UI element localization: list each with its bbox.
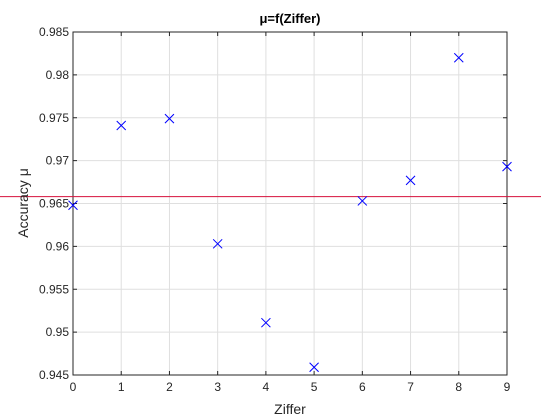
y-tick-label: 0.96 <box>46 239 70 253</box>
y-axis-label: Accuracy μ <box>15 168 31 238</box>
data-point <box>116 120 127 131</box>
x-axis-label: Ziffer <box>274 401 306 417</box>
y-tick-label: 0.97 <box>46 154 70 168</box>
x-tick-label: 5 <box>311 380 318 394</box>
data-point <box>212 238 223 249</box>
x-tick-label: 8 <box>455 380 462 394</box>
plot-frame <box>72 31 508 376</box>
x-tick-label: 2 <box>166 380 173 394</box>
grid <box>72 31 508 376</box>
x-tick-label: 3 <box>214 380 221 394</box>
data-point <box>405 175 416 186</box>
y-tick-label: 0.98 <box>46 68 70 82</box>
y-tick-label: 0.985 <box>39 25 69 39</box>
y-tick-label: 0.975 <box>39 111 69 125</box>
x-tick-label: 6 <box>359 380 366 394</box>
data-point <box>502 161 512 172</box>
data-point <box>261 317 271 328</box>
y-tick-label: 0.965 <box>39 197 69 211</box>
data-point <box>357 196 368 206</box>
data-point <box>68 200 78 211</box>
data-point <box>164 113 175 124</box>
x-tick-label: 4 <box>263 380 270 394</box>
x-tick-label: 1 <box>118 380 125 394</box>
data-points <box>68 52 512 373</box>
x-tick-label: 9 <box>504 380 511 394</box>
x-tick-label: 7 <box>407 380 414 394</box>
axes: 0 1 2 3 4 5 6 7 8 9 0.945 0.95 0.955 0.96 0.965 0.97 0.9… <box>39 25 511 394</box>
y-tick-label: 0.945 <box>39 368 69 382</box>
y-tick-label: 0.955 <box>39 282 69 296</box>
y-tick-label: 0.95 <box>46 325 70 339</box>
data-point <box>453 52 464 63</box>
data-point <box>309 362 319 373</box>
x-tick-label: 0 <box>70 380 77 394</box>
chart-title: μ=f(Ziffer) <box>259 11 320 26</box>
